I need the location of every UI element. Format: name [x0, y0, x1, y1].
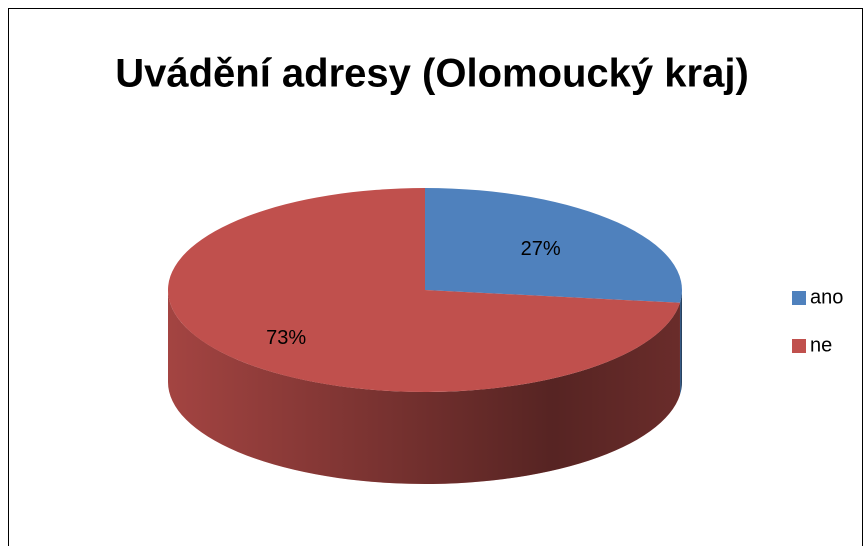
pie-slice [167, 188, 680, 392]
legend: ano ne [792, 286, 843, 356]
legend-label: ne [810, 334, 832, 356]
pie-sides [168, 290, 682, 484]
pie-labels: 27% 73% [266, 238, 561, 349]
pie-tops [167, 188, 682, 392]
data-label: 73% [266, 327, 306, 349]
chart-frame [8, 8, 863, 546]
data-label: 27% [521, 238, 561, 260]
pie-slice-side-shade [679, 290, 682, 395]
chart-title: Uvádění adresy (Olomoucký kraj) [115, 52, 749, 96]
legend-swatch [792, 339, 806, 353]
pie-slice [425, 188, 682, 303]
pie-slice-side-shade [168, 290, 680, 484]
legend-label: ano [810, 286, 843, 308]
legend-swatch [792, 291, 806, 305]
